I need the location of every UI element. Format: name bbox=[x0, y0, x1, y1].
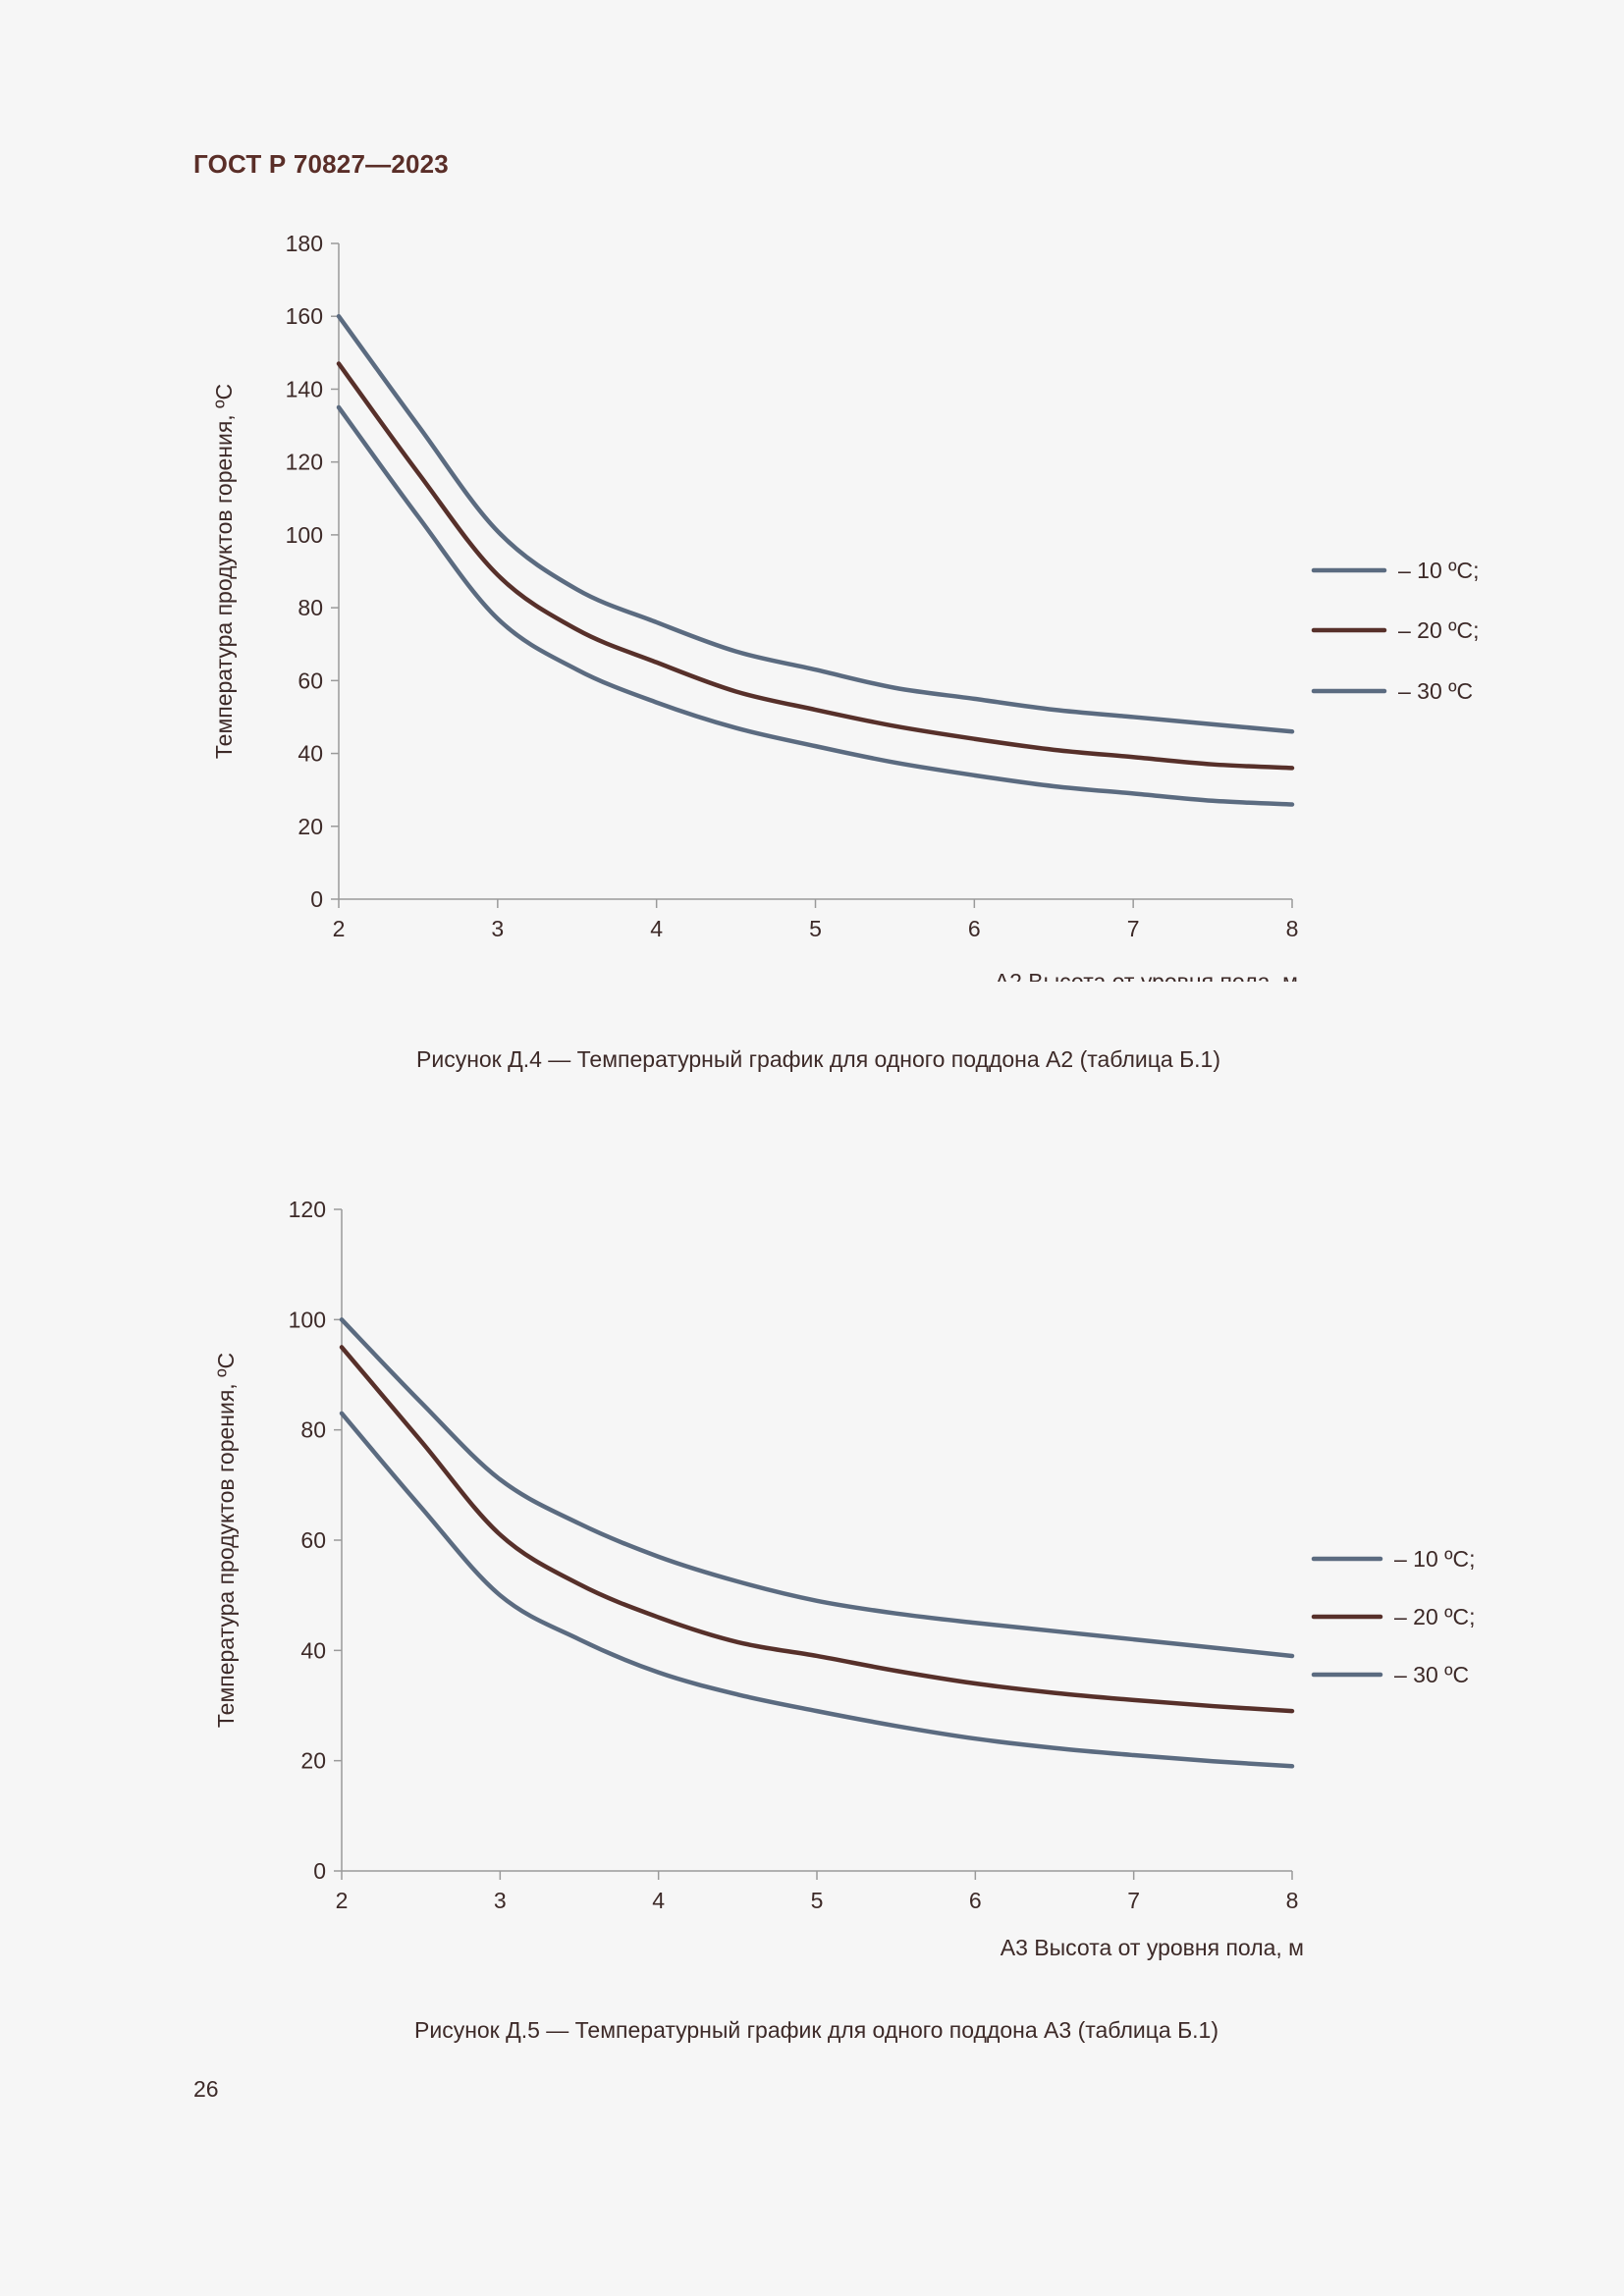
y-tick-label: 0 bbox=[310, 886, 323, 912]
x-tick-label: 6 bbox=[968, 916, 981, 941]
x-tick-label: 8 bbox=[1286, 1888, 1299, 1913]
x-tick-label: 4 bbox=[650, 916, 663, 941]
y-tick-label: 100 bbox=[286, 522, 323, 548]
x-tick-label: 2 bbox=[333, 916, 346, 941]
x-tick-label: 7 bbox=[1127, 916, 1140, 941]
y-axis-label: Температура продуктов горения, ºС bbox=[213, 1353, 239, 1728]
chart-d4-svg: 0 20 40 60 80 100 120 140 160 180 2 3 4 5 6 7 8 Температу… bbox=[211, 231, 1480, 994]
y-tick-label: 180 bbox=[286, 231, 323, 256]
x-tick-label: 8 bbox=[1286, 916, 1299, 941]
y-tick-label: 40 bbox=[298, 741, 323, 767]
y-tick-label: 60 bbox=[300, 1527, 326, 1553]
series-line-1 bbox=[336, 313, 1295, 734]
series-line-1 bbox=[339, 1317, 1295, 1659]
page-number: 26 bbox=[193, 2076, 219, 2102]
x-tick-label: 5 bbox=[809, 916, 822, 941]
legend-label-3: – 30 ºС bbox=[1398, 678, 1473, 704]
document-code: ГОСТ Р 70827—2023 bbox=[193, 149, 449, 179]
y-tick-label: 120 bbox=[289, 1197, 326, 1222]
y-tick-label: 20 bbox=[298, 814, 323, 839]
y-axis-label: Температура продуктов горения, ºС bbox=[211, 384, 237, 759]
y-tick-label: 140 bbox=[286, 376, 323, 401]
x-tick-label: 4 bbox=[652, 1888, 665, 1913]
x-tick-label: 7 bbox=[1127, 1888, 1140, 1913]
legend-label-3: – 30 ºС bbox=[1394, 1662, 1469, 1687]
series-line-3 bbox=[336, 404, 1295, 807]
series-line-2 bbox=[336, 361, 1295, 771]
y-tick-label: 100 bbox=[289, 1307, 326, 1332]
figure-caption-d4: Рисунок Д.4 — Температурный график для о… bbox=[416, 1046, 1221, 1072]
y-tick-label: 120 bbox=[286, 450, 323, 475]
y-tick-label: 80 bbox=[300, 1417, 326, 1443]
legend-label-1: – 10 ºС; bbox=[1394, 1546, 1476, 1572]
x-tick-label: 6 bbox=[969, 1888, 982, 1913]
legend-label-2: – 20 ºС; bbox=[1398, 617, 1480, 643]
x-tick-label: 3 bbox=[494, 1888, 507, 1913]
legend-label-2: – 20 ºС; bbox=[1394, 1604, 1476, 1629]
y-tick-label: 40 bbox=[300, 1637, 326, 1663]
y-tick-label: 160 bbox=[286, 303, 323, 329]
x-tick-label: 5 bbox=[811, 1888, 824, 1913]
y-tick-label: 20 bbox=[300, 1748, 326, 1774]
legend-label-1: – 10 ºС; bbox=[1398, 558, 1480, 583]
y-tick-label: 80 bbox=[298, 595, 323, 620]
chart-figure-d4: 0 20 40 60 80 100 120 140 160 180 2 3 4 5 6 7 8 Температу… bbox=[0, 216, 1624, 994]
figure-caption-d5: Рисунок Д.5 — Температурный график для о… bbox=[414, 2017, 1219, 2043]
series-line-3 bbox=[339, 1411, 1295, 1769]
x-tick-label: 3 bbox=[491, 916, 504, 941]
x-axis-label: А2 Высота от уровня пола, м bbox=[995, 969, 1298, 982]
y-tick-label: 0 bbox=[313, 1858, 326, 1884]
x-axis-label: А3 Высота от уровня пола, м bbox=[1001, 1935, 1304, 1960]
series-line-2 bbox=[339, 1345, 1295, 1714]
y-tick-label: 60 bbox=[298, 667, 323, 693]
x-tick-label: 2 bbox=[336, 1888, 349, 1913]
chart-figure-d5: 0 20 40 60 80 100 120 2 3 4 5 6 7 8 Температура продук… bbox=[0, 1178, 1624, 2012]
chart-d5-svg: 0 20 40 60 80 100 120 2 3 4 5 6 7 8 Температура продук… bbox=[213, 1197, 1476, 1960]
